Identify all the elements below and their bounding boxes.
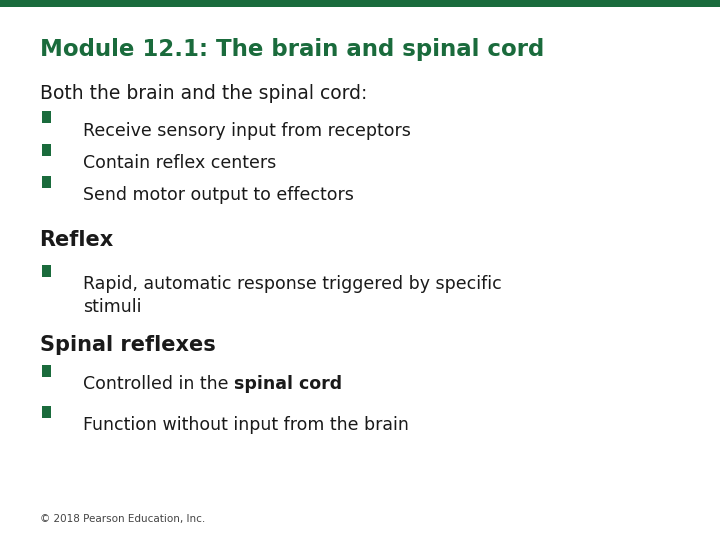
Text: Function without input from the brain: Function without input from the brain (83, 416, 409, 434)
Text: Spinal reflexes: Spinal reflexes (40, 335, 215, 355)
Text: spinal cord: spinal cord (234, 375, 342, 393)
Text: Both the brain and the spinal cord:: Both the brain and the spinal cord: (40, 84, 367, 103)
FancyBboxPatch shape (42, 265, 51, 277)
Text: Send motor output to effectors: Send motor output to effectors (83, 186, 354, 204)
FancyBboxPatch shape (0, 0, 720, 7)
Text: Rapid, automatic response triggered by specific
stimuli: Rapid, automatic response triggered by s… (83, 275, 502, 315)
FancyBboxPatch shape (42, 365, 51, 377)
Text: Receive sensory input from receptors: Receive sensory input from receptors (83, 122, 410, 139)
Text: © 2018 Pearson Education, Inc.: © 2018 Pearson Education, Inc. (40, 514, 205, 524)
Text: Reflex: Reflex (40, 230, 114, 249)
Text: Module 12.1: The brain and spinal cord: Module 12.1: The brain and spinal cord (40, 38, 544, 61)
Text: Contain reflex centers: Contain reflex centers (83, 154, 276, 172)
FancyBboxPatch shape (42, 111, 51, 123)
FancyBboxPatch shape (42, 176, 51, 188)
FancyBboxPatch shape (42, 144, 51, 156)
Text: Controlled in the: Controlled in the (83, 375, 234, 393)
FancyBboxPatch shape (42, 406, 51, 417)
